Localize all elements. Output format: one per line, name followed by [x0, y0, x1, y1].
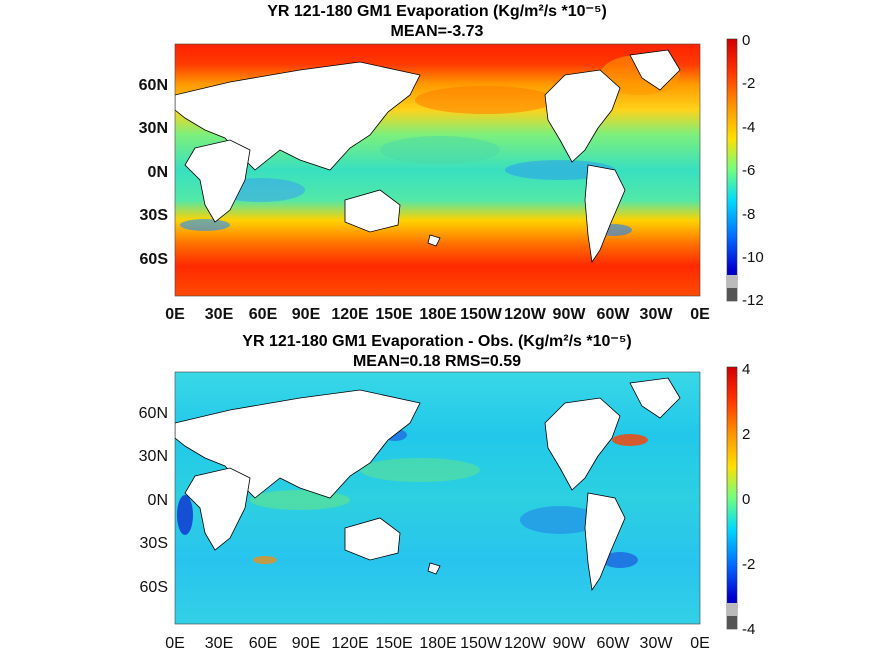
bottom-colorbar-tick: 2: [742, 426, 750, 443]
top-land: [175, 49, 681, 264]
bottom-xtick-label: 30E: [205, 635, 233, 652]
bottom-xtick-label: 120E: [331, 635, 368, 652]
bottom-colorbar-tick: 4: [742, 361, 750, 378]
bottom-xtick-label: 90E: [292, 635, 320, 652]
top-ytick-label: 30S: [140, 207, 169, 224]
top-xtick-label: 60E: [249, 306, 278, 323]
top-xtick-label: 30W: [640, 306, 674, 323]
top-colorbar-tick: -4: [742, 119, 755, 136]
bottom-map: [175, 372, 700, 624]
bottom-xtick-label: 30W: [640, 635, 674, 652]
bottom-xtick-label: 60W: [597, 635, 631, 652]
bottom-xtick-label: 0E: [165, 635, 185, 652]
top-xtick-label: 90E: [292, 306, 321, 323]
top-xtick-label: 120E: [331, 306, 369, 323]
bottom-ytick-label: 30S: [140, 535, 168, 552]
top-ytick-label: 60N: [139, 77, 168, 94]
bottom-colorbar: [726, 366, 738, 630]
top-ytick-label: 0N: [148, 164, 168, 181]
bottom-colorbar-mask-swatch: [727, 603, 737, 616]
bottom-xtick-label: 150E: [375, 635, 412, 652]
bottom-colorbar-mask-swatch: [727, 616, 737, 629]
bottom-subtitle: MEAN=0.18 RMS=0.59: [353, 353, 521, 370]
bottom-ytick-label: 0N: [148, 492, 168, 509]
bottom-xtick-label: 180E: [419, 635, 456, 652]
top-xtick-label: 0E: [165, 306, 185, 323]
top-map: [175, 44, 700, 296]
bottom-colorbar-tick: -4: [742, 621, 755, 638]
top-colorbar-tick: -2: [742, 75, 755, 92]
top-xtick-label: 90W: [553, 306, 587, 323]
top-subtitle: MEAN=-3.73: [391, 23, 484, 40]
top-colorbar-mask-swatch: [727, 288, 737, 301]
top-ytick-label: 60S: [140, 251, 169, 268]
bottom-ytick-label: 30N: [139, 448, 168, 465]
bottom-map-frame: [174, 371, 701, 625]
bottom-title: YR 121-180 GM1 Evaporation - Obs. (Kg/m²…: [242, 333, 631, 350]
bottom-colorbar-tick: 0: [742, 491, 750, 508]
top-xtick-label: 30E: [205, 306, 234, 323]
top-map-frame: [174, 43, 701, 297]
top-colorbar-tick: -10: [742, 249, 764, 266]
top-colorbar-tick: 0: [742, 32, 750, 49]
bottom-ytick-label: 60N: [139, 405, 168, 422]
top-xtick-label: 150W: [460, 306, 503, 323]
top-xtick-label: 60W: [597, 306, 631, 323]
top-ytick-label: 30N: [139, 120, 168, 137]
bottom-xtick-label: 60E: [249, 635, 277, 652]
top-colorbar: [726, 38, 738, 302]
bottom-xtick-label: 120W: [504, 635, 547, 652]
top-xtick-label: 180E: [419, 306, 457, 323]
bottom-ytick-label: 60S: [140, 579, 168, 596]
bottom-colorbar-tick: -2: [742, 556, 755, 573]
bottom-xtick-label: 0E: [690, 635, 710, 652]
top-xtick-label: 150E: [375, 306, 413, 323]
top-colorbar-tick: -6: [742, 162, 755, 179]
top-title: YR 121-180 GM1 Evaporation (Kg/m²/s *10⁻…: [267, 3, 607, 20]
top-xtick-label: 0E: [690, 306, 710, 323]
bottom-land: [175, 377, 681, 592]
bottom-xtick-label: 90W: [553, 635, 587, 652]
bottom-xtick-label: 150W: [460, 635, 503, 652]
top-xtick-label: 120W: [504, 306, 547, 323]
top-colorbar-tick: -8: [742, 206, 755, 223]
top-colorbar-mask-swatch: [727, 275, 737, 288]
top-colorbar-tick: -12: [742, 292, 764, 309]
